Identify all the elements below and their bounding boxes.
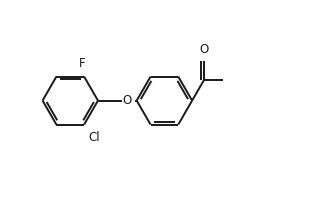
Text: O: O	[123, 94, 132, 107]
Text: Cl: Cl	[89, 131, 100, 145]
Text: F: F	[79, 57, 86, 70]
Text: O: O	[199, 43, 209, 56]
